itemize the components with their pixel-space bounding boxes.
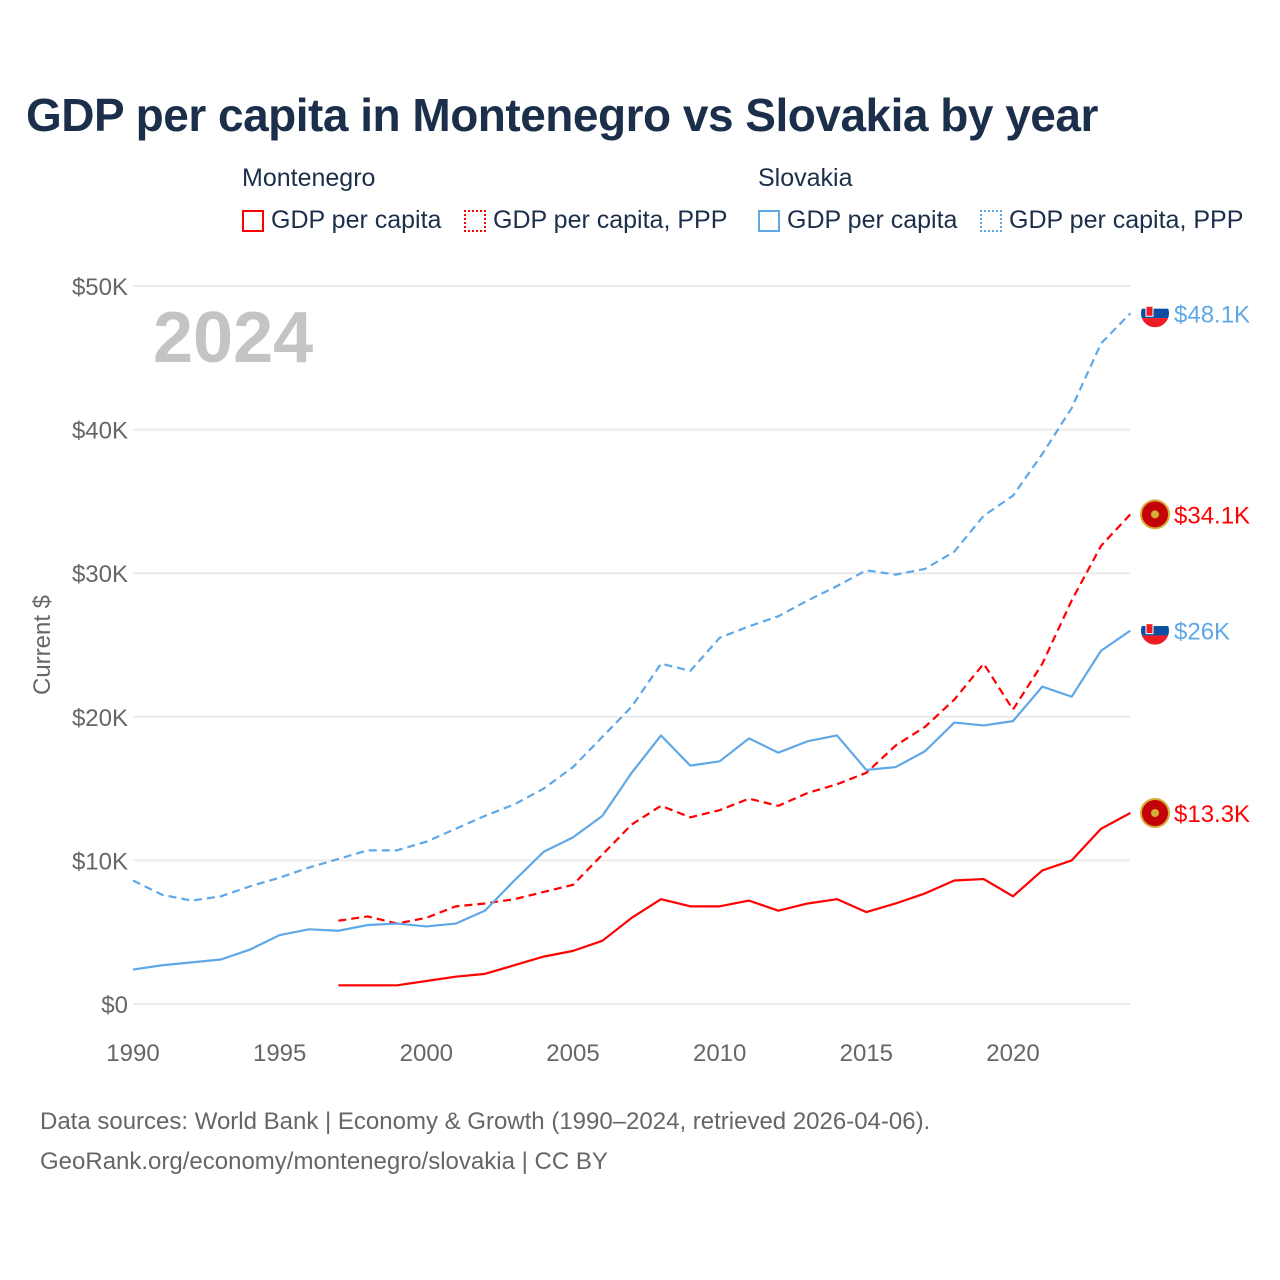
- flag-shield: [1145, 623, 1154, 635]
- x-tick-label: 1990: [106, 1040, 159, 1067]
- end-value-label: $26K: [1174, 619, 1230, 646]
- legend-swatch-solid: [242, 209, 264, 232]
- legend-label: GDP per capita, PPP: [1009, 206, 1244, 234]
- legend-label: GDP per capita: [787, 206, 958, 234]
- chart-title: GDP per capita in Montenegro vs Slovakia…: [26, 89, 1098, 141]
- x-tick-label: 1995: [253, 1040, 306, 1067]
- flag-stripe-blue: [1141, 308, 1169, 319]
- legend-swatch-dotted: [980, 209, 1002, 232]
- footer-sources: Data sources: World Bank | Economy & Gro…: [40, 1108, 931, 1135]
- y-tick-label: $50K: [72, 274, 128, 301]
- montenegro-flag-icon: [1140, 499, 1170, 530]
- flag-stripes: [1141, 616, 1169, 645]
- flag-emblem: [1151, 510, 1159, 519]
- legend-swatch-dotted: [464, 209, 486, 232]
- x-tick-label: 2000: [400, 1040, 453, 1067]
- legend-label: GDP per capita: [271, 206, 442, 234]
- end-value-label: $48.1K: [1174, 301, 1250, 328]
- series-line-slovakia-gdp-per-capita-ppp: [132, 312, 1132, 902]
- y-tick-label: $40K: [72, 418, 128, 445]
- end-value-label: $13.3K: [1174, 801, 1250, 828]
- legend-item-slovakia-gdp[interactable]: GDP per capita: [758, 206, 957, 235]
- y-tick-label: $30K: [72, 561, 128, 588]
- legend-group-slovakia: Slovakia: [758, 164, 853, 192]
- legend-item-montenegro-gdp[interactable]: GDP per capita: [242, 206, 441, 235]
- series-line-montenegro-gdp-per-capita-ppp: [338, 513, 1132, 925]
- flag-stripe-white: [1141, 616, 1169, 627]
- legend-swatch-solid: [758, 209, 780, 232]
- slovakia-flag-icon: [1141, 616, 1169, 645]
- y-tick-label: $10K: [72, 848, 128, 875]
- y-tick-label: $20K: [72, 705, 128, 732]
- year-overlay: 2024: [153, 298, 313, 378]
- x-tick-label: 2015: [840, 1040, 893, 1067]
- x-tick-label: 2005: [546, 1040, 599, 1067]
- flag-shield: [1145, 305, 1154, 317]
- legend-label: GDP per capita, PPP: [493, 206, 728, 234]
- flag-emblem: [1151, 809, 1159, 818]
- legend-group-montenegro: Montenegro: [242, 164, 376, 192]
- legend-item-slovakia-ppp[interactable]: GDP per capita, PPP: [980, 206, 1243, 235]
- y-tick-label: $0: [101, 992, 128, 1019]
- flag-stripe-red: [1141, 318, 1169, 328]
- slovakia-flag-icon: [1141, 299, 1169, 328]
- x-tick-label: 2010: [693, 1040, 746, 1067]
- end-value-label: $34.1K: [1174, 502, 1250, 529]
- series-line-slovakia-gdp-per-capita: [132, 629, 1131, 971]
- flag-stripe-red: [1141, 635, 1169, 645]
- series-line-montenegro-gdp-per-capita: [338, 812, 1131, 987]
- montenegro-flag-icon: [1140, 798, 1170, 829]
- flag-stripe-white: [1141, 299, 1169, 309]
- flag-stripes: [1141, 299, 1169, 328]
- x-tick-label: 2020: [986, 1040, 1039, 1067]
- flag-stripe-blue: [1141, 626, 1169, 636]
- footer-link[interactable]: GeoRank.org/economy/montenegro/slovakia …: [40, 1148, 608, 1175]
- legend-item-montenegro-ppp[interactable]: GDP per capita, PPP: [464, 206, 727, 235]
- y-axis-label: Current $: [29, 595, 56, 695]
